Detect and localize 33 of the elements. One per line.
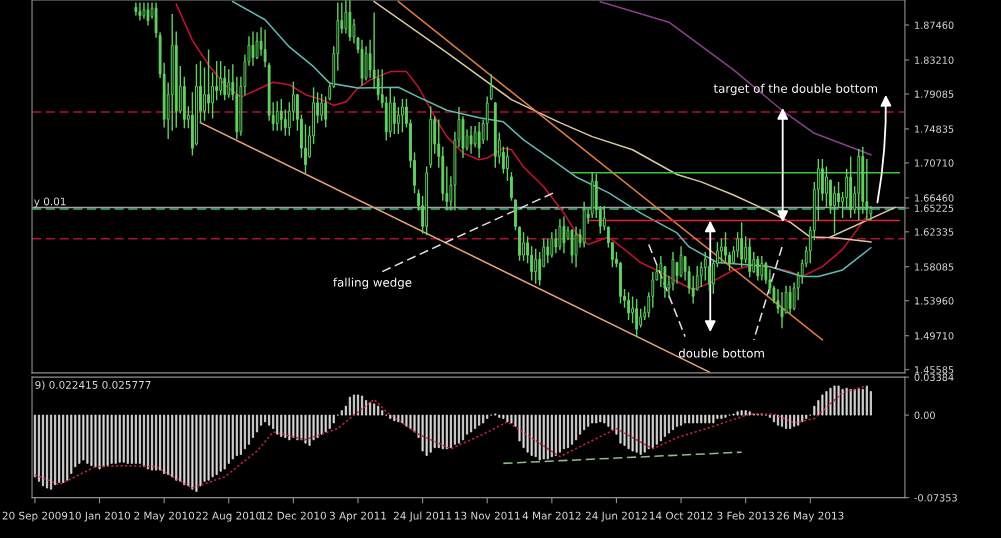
x-tick-label: 24 Jul 2011	[393, 511, 452, 522]
x-tick-label: 2 May 2010	[134, 511, 195, 522]
x-tick-label: 3 Apr 2011	[329, 511, 386, 522]
x-tick-label: 14 Oct 2012	[650, 511, 713, 520]
x-tick-label: 12 Dec 2010	[261, 511, 326, 520]
x-tick-label: 26 May 2013	[777, 511, 844, 522]
x-tick-label: 24 Jun 2012	[585, 511, 647, 522]
y-tick-label: 1.79085	[915, 90, 954, 98]
x-tick-label: 4 Mar 2012	[522, 511, 581, 520]
y-tick-label: 1.74835	[915, 125, 954, 133]
y-tick-label: 1.45585	[915, 366, 954, 374]
annotation: double bottom	[678, 348, 764, 358]
annotation: 9) 0.022415 0.025777	[35, 380, 151, 391]
y-tick-label: 0.03384	[914, 373, 954, 381]
annotation: falling wedge	[333, 277, 412, 290]
y-tick-label: 1.49710	[915, 332, 954, 340]
x-tick-label: 20 Sep 2009	[2, 511, 68, 522]
annotation: target of the double bottom	[713, 83, 878, 96]
y-tick-label: 1.58085	[915, 263, 954, 271]
y-tick-label: 1.53960	[915, 297, 954, 305]
y-tick-label: 1.66460	[915, 194, 954, 202]
y-tick-label: 1.65225	[915, 204, 954, 212]
x-tick-label: 22 Aug 2010	[196, 511, 262, 522]
x-tick-label: 3 Feb 2013	[717, 511, 774, 520]
y-tick-label: 1.83210	[915, 56, 954, 64]
y-tick-label: 1.70710	[915, 159, 954, 167]
y-tick-label: 1.87460	[915, 21, 954, 29]
y-tick-label: 1.62335	[915, 228, 954, 236]
x-tick-label: 10 Jan 2010	[69, 511, 131, 522]
y-tick-label: 0.00	[914, 411, 935, 419]
ref-line-label: y 0.01	[34, 197, 66, 208]
y-tick-label: -0.07353	[914, 494, 957, 502]
x-tick-label: 13 Nov 2011	[455, 511, 520, 520]
